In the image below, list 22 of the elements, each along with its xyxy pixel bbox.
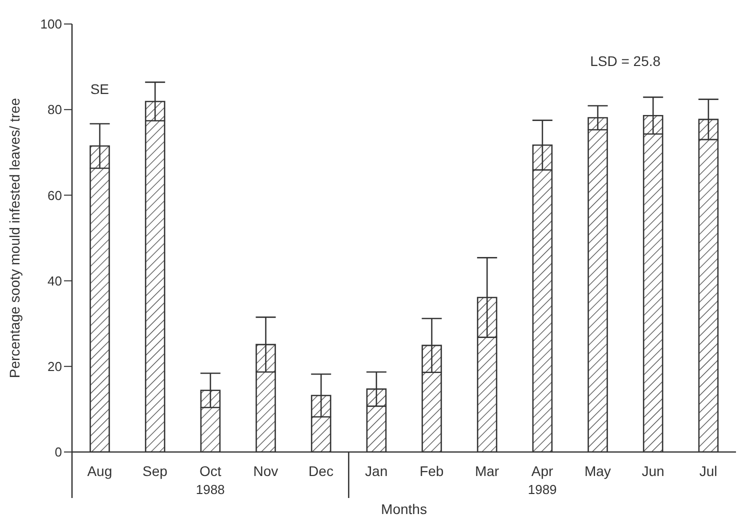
y-tick-label: 80 xyxy=(48,102,62,118)
y-axis-title: Percentage sooty mould infested leaves/ tree xyxy=(6,98,23,378)
x-tick-label: Jul xyxy=(699,463,718,479)
y-tick-label: 40 xyxy=(48,273,62,288)
y-tick-label: 60 xyxy=(48,188,62,203)
x-tick-label: May xyxy=(584,463,611,479)
x-tick-label: Aug xyxy=(87,463,112,479)
x-tick-label: Jun xyxy=(642,463,664,479)
x-tick-label: Feb xyxy=(420,463,444,479)
annotation: LSD = 25.8 xyxy=(590,53,661,69)
x-tick-label: Mar xyxy=(474,463,500,479)
x-axis-title: Months xyxy=(381,501,427,517)
x-tick-label: Sep xyxy=(142,463,168,479)
y-tick-label: 0 xyxy=(54,444,62,460)
x-tick-label: Dec xyxy=(308,463,334,479)
annotation: SE xyxy=(90,81,110,97)
y-tick-label: 20 xyxy=(48,359,62,374)
x-tick-label: Nov xyxy=(253,463,278,479)
y-tick-label: 100 xyxy=(40,16,62,32)
x-tick-label: Oct 1988 xyxy=(196,463,225,497)
x-tick-label: Apr 1989 xyxy=(528,463,557,497)
x-tick-label: Jan xyxy=(365,463,388,479)
